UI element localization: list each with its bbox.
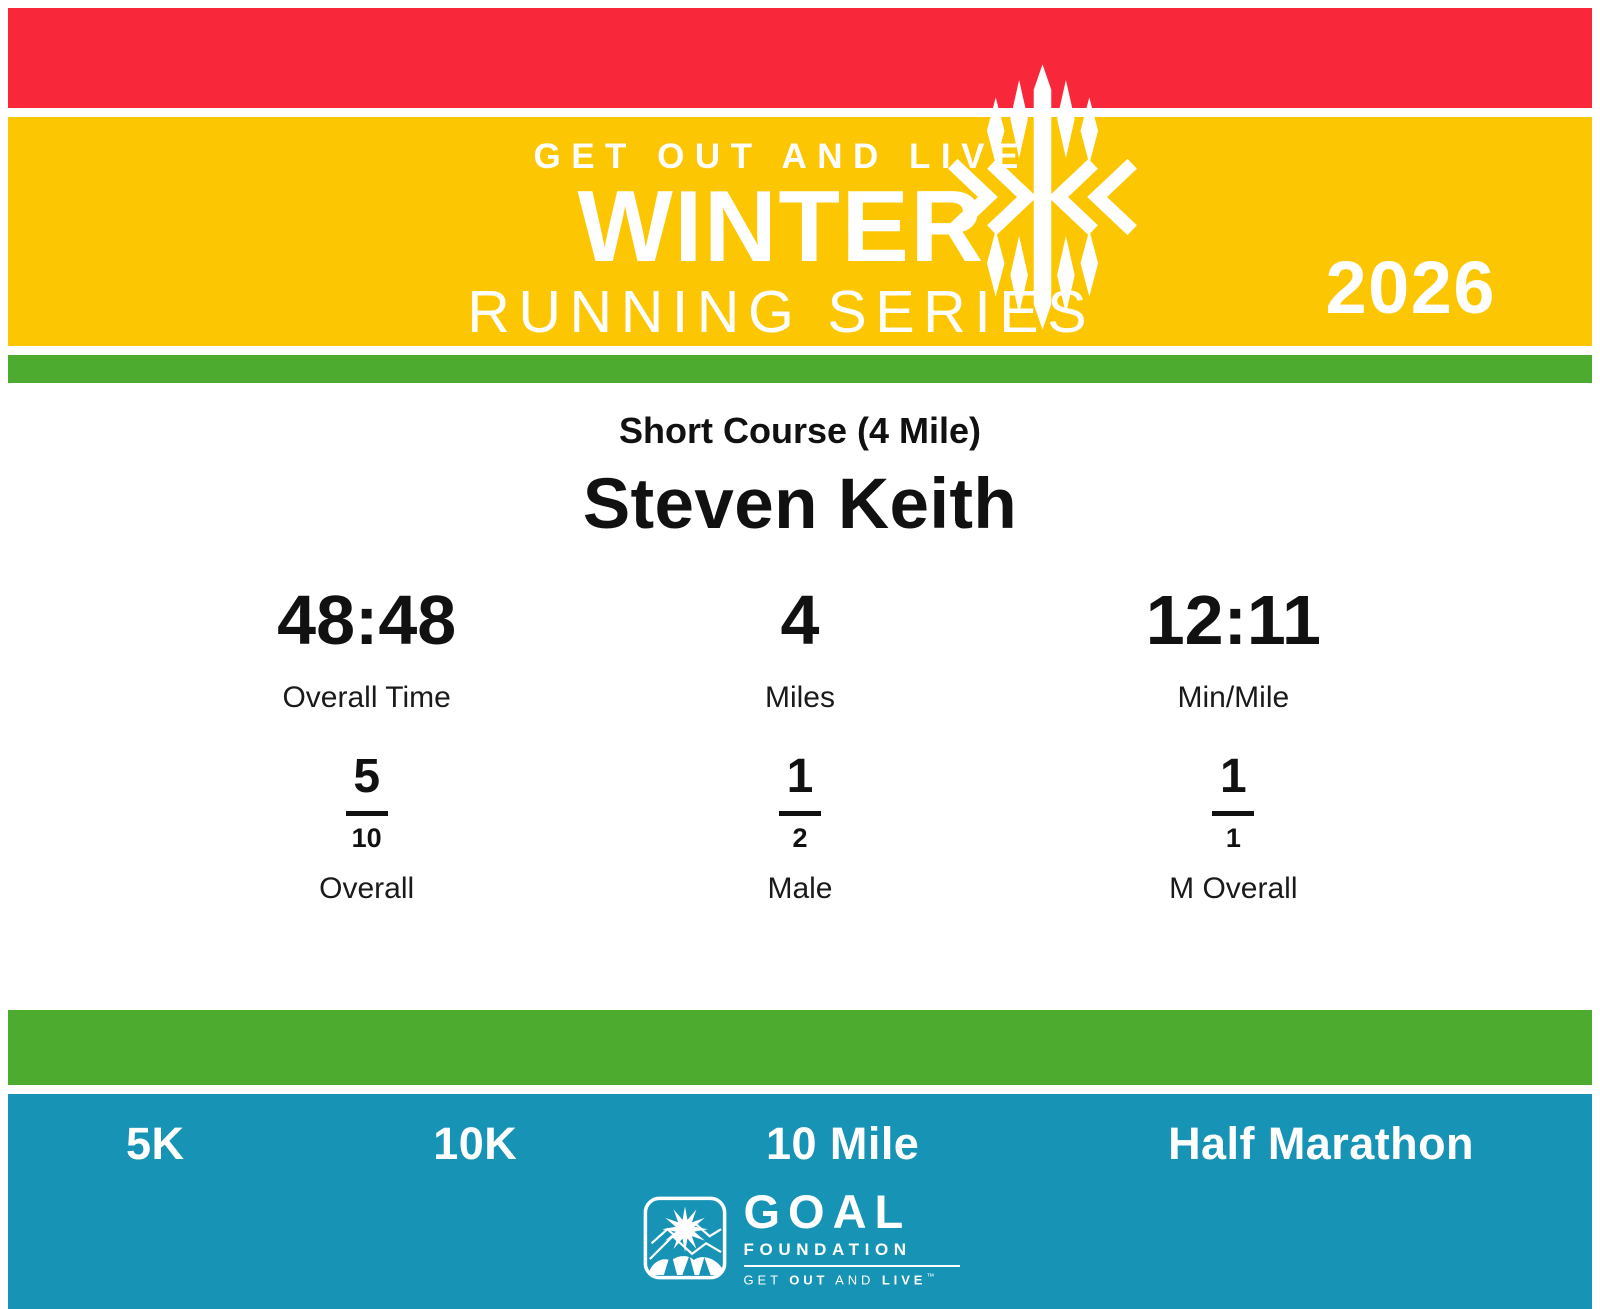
motto-and: AND <box>835 1272 875 1288</box>
fraction-divider <box>345 811 388 816</box>
motto-get: GET <box>743 1272 782 1288</box>
stat-label: Overall Time <box>282 681 451 714</box>
trademark-symbol: ™ <box>926 1272 935 1281</box>
motto-out: OUT <box>789 1272 829 1288</box>
placement-overall: 5 10 Overall <box>150 753 583 906</box>
placement-rank: 1 <box>1219 750 1247 803</box>
athlete-name: Steven Keith <box>582 465 1018 544</box>
placement-label: M Overall <box>1169 872 1298 905</box>
goal-motto: GET OUT AND LIVE™ <box>744 1272 960 1287</box>
placement-male: 1 2 Male <box>583 753 1016 906</box>
goal-foundation-wordmark: GOAL FOUNDATION GET OUT AND LIVE™ <box>743 1185 960 1287</box>
course-name: Short Course (4 Mile) <box>618 410 982 451</box>
stat-label: Min/Mile <box>1177 681 1290 714</box>
event-banner: GET OUT AND LIVE WINTER RUNNING SERIES 2… <box>8 64 1592 346</box>
top-red-bar <box>8 8 1592 108</box>
placement-male-overall: 1 1 M Overall <box>1017 753 1450 906</box>
snowflake-icon <box>948 64 1137 330</box>
stat-overall-time: 48:48 Overall Time <box>150 585 583 715</box>
race-10k: 10K <box>433 1118 518 1169</box>
race-5k: 5K <box>126 1118 185 1169</box>
fraction-divider <box>1212 811 1255 816</box>
banner-subtitle: RUNNING SERIES <box>467 279 1096 345</box>
goal-foundation-logo: GOAL FOUNDATION GET OUT AND LIVE™ <box>8 1188 1592 1287</box>
fraction-divider <box>778 811 821 816</box>
stat-value: 12:11 <box>1145 581 1321 659</box>
series-footer: 5K 10K 10 Mile Half Marathon GOAL FOUNDA… <box>8 1094 1592 1309</box>
green-divider-bottom <box>8 1010 1592 1085</box>
placement-label: Overall <box>319 872 415 905</box>
goal-division: FOUNDATION <box>743 1240 912 1259</box>
race-10mile: 10 Mile <box>766 1118 920 1169</box>
placement-label: Male <box>767 872 833 905</box>
stat-miles: 4 Miles <box>583 585 1016 715</box>
placement-rank: 5 <box>353 750 381 803</box>
event-banner-text: GET OUT AND LIVE WINTER RUNNING SERIES <box>467 137 1095 342</box>
stats-row: 48:48 Overall Time 4 Miles 12:11 Min/Mil… <box>150 585 1450 715</box>
goal-foundation-icon <box>643 1196 726 1280</box>
placement-total: 1 <box>1225 823 1241 853</box>
goal-rule <box>743 1265 960 1267</box>
stat-value: 48:48 <box>277 581 457 659</box>
banner-year: 2026 <box>1325 246 1496 329</box>
stat-label: Miles <box>764 681 835 714</box>
placements-row: 5 10 Overall 1 2 Male 1 1 M Overall <box>150 753 1450 906</box>
placement-rank: 1 <box>786 750 814 803</box>
stat-value: 4 <box>780 581 820 659</box>
race-half-marathon: Half Marathon <box>1168 1118 1474 1169</box>
race-list: 5K 10K 10 Mile Half Marathon <box>8 1094 1592 1170</box>
motto-live: LIVE <box>881 1272 927 1288</box>
result-card: Short Course (4 Mile) Steven Keith 48:48… <box>0 410 1600 1010</box>
placement-total: 2 <box>792 823 808 853</box>
placement-total: 10 <box>351 823 382 853</box>
goal-name: GOAL <box>743 1185 912 1238</box>
green-divider-top <box>8 355 1592 383</box>
banner-title: WINTER <box>577 171 985 283</box>
stat-pace: 12:11 Min/Mile <box>1017 585 1450 715</box>
banner-tagline: GET OUT AND LIVE <box>533 137 1029 176</box>
